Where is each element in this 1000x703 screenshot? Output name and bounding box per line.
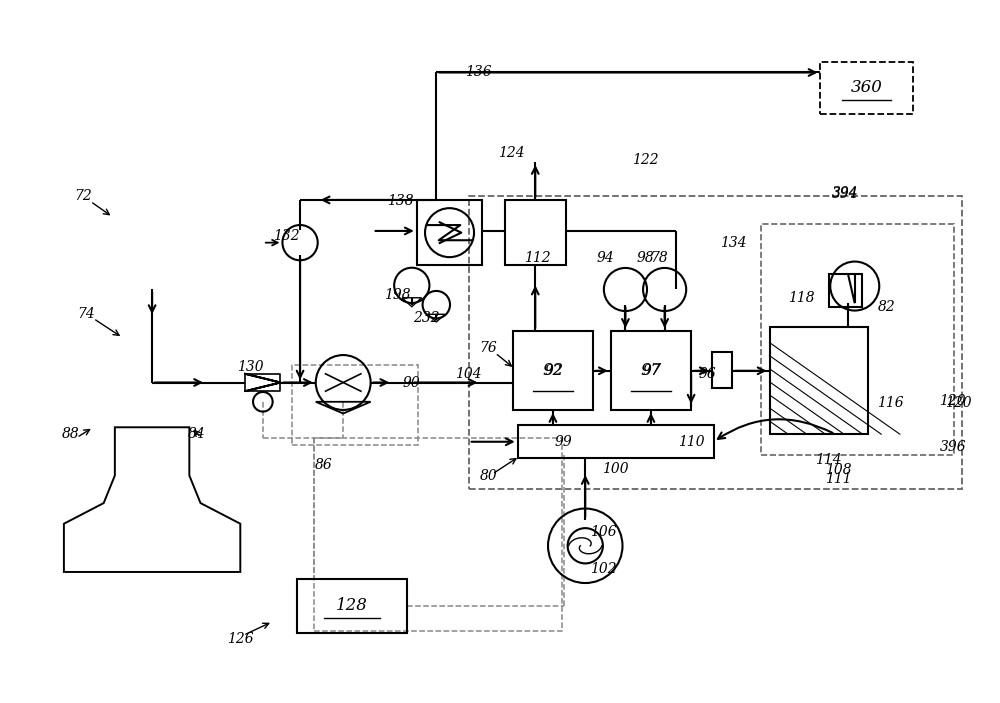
Text: 116: 116 bbox=[877, 396, 903, 410]
Text: 96: 96 bbox=[699, 366, 717, 380]
Text: 126: 126 bbox=[227, 633, 254, 647]
Text: 82: 82 bbox=[878, 299, 896, 314]
Text: 100: 100 bbox=[602, 462, 629, 476]
Bar bbox=[297, 579, 407, 633]
Text: 86: 86 bbox=[315, 458, 332, 472]
Text: 92: 92 bbox=[542, 362, 564, 380]
Text: 198: 198 bbox=[384, 288, 410, 302]
Text: 104: 104 bbox=[455, 366, 482, 380]
Text: 124: 124 bbox=[498, 146, 525, 160]
Text: 94: 94 bbox=[597, 252, 615, 266]
Bar bbox=[611, 331, 691, 410]
Text: 120: 120 bbox=[945, 396, 972, 410]
Text: 110: 110 bbox=[678, 435, 704, 449]
Bar bbox=[518, 425, 714, 458]
Text: 97: 97 bbox=[640, 362, 662, 380]
Text: 122: 122 bbox=[632, 153, 658, 167]
Text: 130: 130 bbox=[237, 360, 263, 374]
Text: 134: 134 bbox=[720, 236, 747, 250]
Bar bbox=[469, 196, 962, 489]
Bar bbox=[761, 224, 954, 455]
Text: 74: 74 bbox=[78, 307, 95, 321]
Text: 76: 76 bbox=[479, 341, 497, 355]
Bar bbox=[513, 331, 593, 410]
Text: 92: 92 bbox=[544, 363, 562, 378]
Text: 114: 114 bbox=[815, 453, 842, 467]
Text: 90: 90 bbox=[403, 375, 421, 389]
Bar bbox=[417, 200, 482, 265]
Bar bbox=[314, 437, 562, 631]
Bar bbox=[770, 328, 868, 434]
Text: 99: 99 bbox=[555, 435, 573, 449]
Text: 97: 97 bbox=[642, 363, 660, 378]
Text: 396: 396 bbox=[939, 439, 966, 453]
Text: 102: 102 bbox=[590, 562, 616, 576]
Text: 232: 232 bbox=[413, 311, 440, 325]
Text: 118: 118 bbox=[789, 291, 815, 305]
Bar bbox=[292, 366, 418, 444]
Bar bbox=[712, 352, 732, 388]
Text: 106: 106 bbox=[590, 525, 616, 539]
Text: 84: 84 bbox=[187, 427, 205, 441]
Text: 128: 128 bbox=[336, 598, 368, 614]
Text: 112: 112 bbox=[524, 252, 551, 266]
Text: 111: 111 bbox=[825, 472, 851, 486]
Text: 108: 108 bbox=[825, 463, 851, 477]
Text: 136: 136 bbox=[465, 65, 492, 79]
Text: 138: 138 bbox=[387, 194, 413, 208]
Text: 72: 72 bbox=[75, 190, 92, 203]
Text: 120: 120 bbox=[939, 394, 966, 408]
Bar bbox=[820, 62, 913, 114]
Text: 78: 78 bbox=[650, 252, 668, 266]
Text: 394: 394 bbox=[832, 188, 858, 202]
Bar bbox=[829, 273, 862, 307]
Text: 132: 132 bbox=[273, 228, 300, 243]
Text: 88: 88 bbox=[62, 427, 80, 441]
Text: 360: 360 bbox=[851, 79, 882, 96]
Text: 80: 80 bbox=[479, 468, 497, 482]
Text: 98: 98 bbox=[636, 252, 654, 266]
Text: 394: 394 bbox=[832, 186, 858, 200]
Bar bbox=[505, 200, 566, 265]
